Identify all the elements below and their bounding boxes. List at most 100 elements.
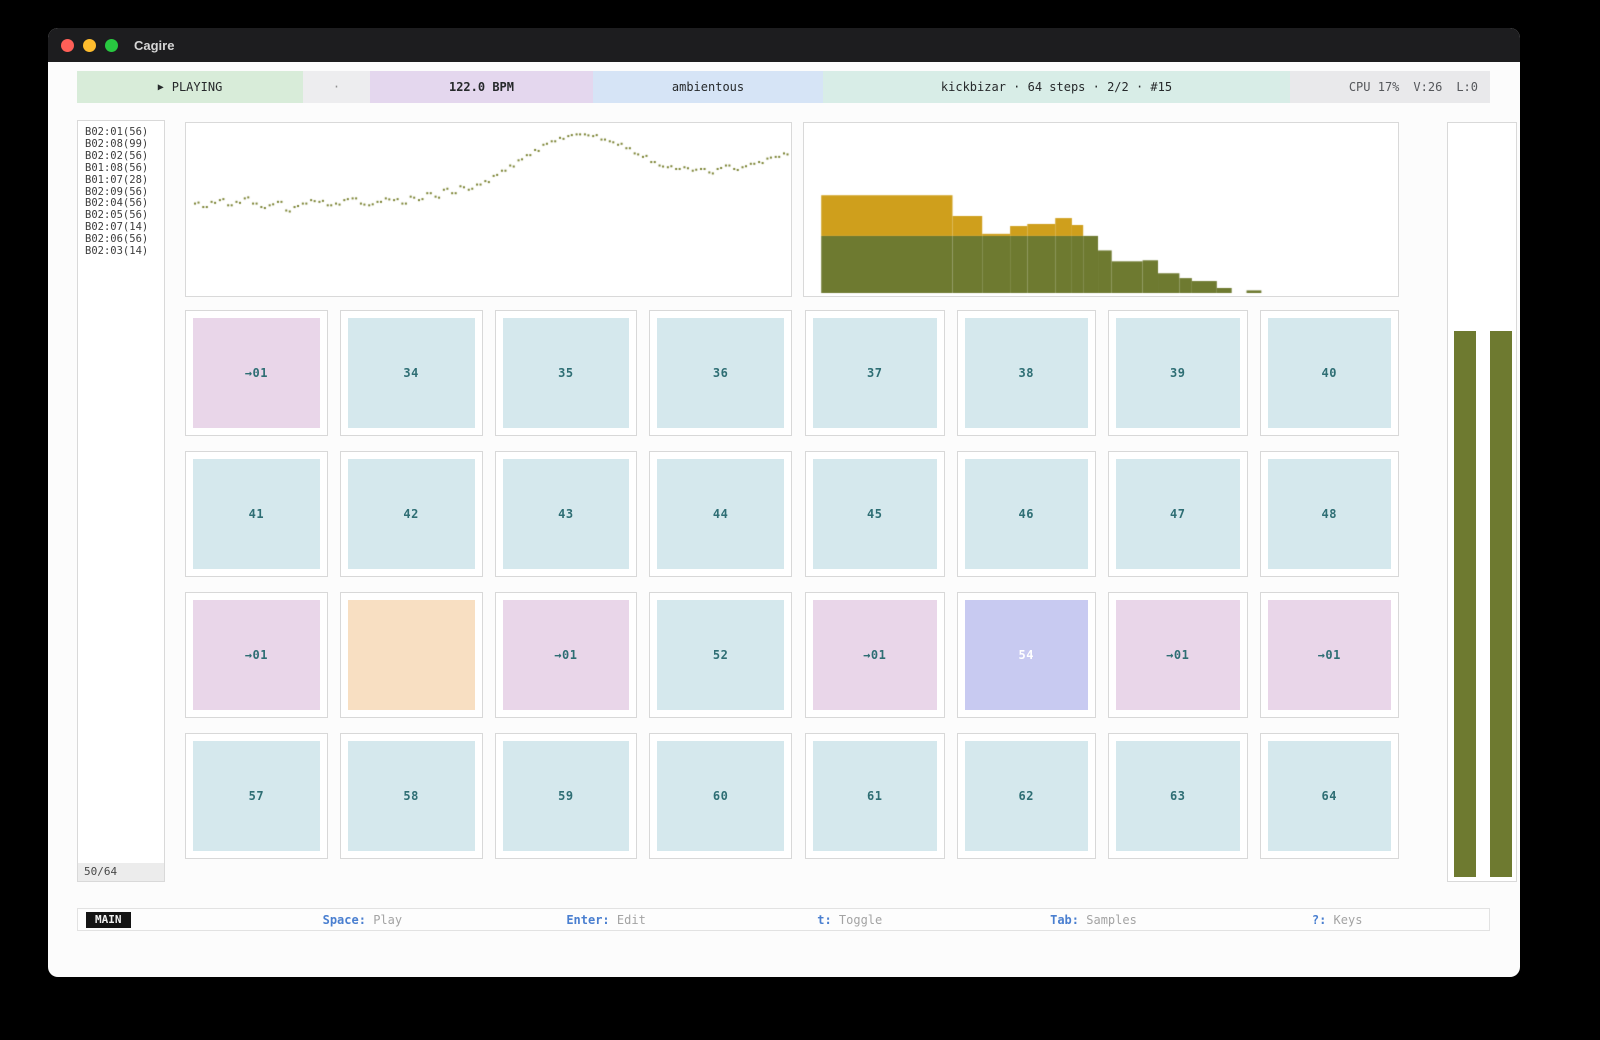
system-stats: CPU 17% V:26 L:0 — [1290, 71, 1490, 103]
grid-cell-label: 59 — [502, 741, 630, 851]
grid-cell-54[interactable]: 54 — [956, 592, 1096, 718]
grid-cell-label: →01 — [1116, 600, 1240, 710]
sample-item[interactable]: B02:07(14) — [85, 221, 149, 234]
play-icon: ▶ — [157, 81, 164, 93]
grid-cell-label: 63 — [1116, 741, 1240, 851]
grid-cell-41[interactable]: 41 — [185, 451, 328, 577]
grid-cell-62[interactable]: 62 — [956, 733, 1096, 859]
sample-list: B02:01(56) B02:08(99) B02:02(56) B01:08(56)… — [78, 121, 164, 258]
grid-cell-label: 61 — [813, 741, 937, 851]
app-window: Cagire ▶ PLAYING · 122.0 BPM ambientous … — [48, 28, 1520, 977]
grid-cell-34[interactable]: 34 — [339, 310, 483, 436]
grid-cell-label: 57 — [193, 741, 320, 851]
grid-cell-63[interactable]: 63 — [1108, 733, 1248, 859]
key-hint-keys: ?: Keys — [1311, 912, 1363, 927]
sample-item[interactable]: B02:01(56) — [85, 126, 149, 138]
grid-cell-label: 40 — [1267, 318, 1391, 428]
grid-cell-46[interactable]: 46 — [956, 451, 1096, 577]
transport-status[interactable]: ▶ PLAYING — [77, 71, 303, 103]
grid-cell-52[interactable]: 52 — [649, 592, 792, 718]
grid-cell-39[interactable]: 39 — [1108, 310, 1248, 436]
grid-cell-36[interactable]: 36 — [649, 310, 792, 436]
zoom-button[interactable] — [105, 38, 118, 52]
grid-cell-label: 45 — [813, 459, 937, 569]
grid-cell-50[interactable] — [339, 592, 483, 718]
histogram-panel — [803, 122, 1399, 297]
sample-item[interactable]: B02:02(56) — [85, 149, 149, 162]
topbar: ▶ PLAYING · 122.0 BPM ambientous kickbiz… — [77, 71, 1490, 103]
grid-cell-label: 54 — [964, 600, 1088, 710]
grid-cell-label: 46 — [964, 459, 1088, 569]
grid-cell-label: 34 — [347, 318, 475, 428]
step-counter: 50/64 — [78, 863, 164, 881]
grid-cell-47[interactable]: 47 — [1108, 451, 1248, 577]
grid-cell-59[interactable]: 59 — [494, 733, 638, 859]
close-button[interactable] — [61, 38, 74, 52]
grid-cell-label: 41 — [193, 459, 320, 569]
sample-item[interactable]: B02:05(56) — [85, 209, 149, 222]
meter-panel — [1447, 122, 1517, 882]
step-grid-left: →01 34 35 36 41 42 43 44 →01 →01 52 57 58 59 60 — [185, 310, 792, 859]
grid-cell-49[interactable]: →01 — [185, 592, 328, 718]
sample-item[interactable]: B01:08(56) — [85, 161, 149, 174]
sample-item[interactable]: B02:06(56) — [85, 233, 149, 246]
key-hint-samples: Tab: Samples — [1050, 912, 1137, 927]
step-grid-right: 37 38 39 40 45 46 47 48 →01 54 →01 →01 61 62 63 64 — [805, 310, 1399, 859]
grid-cell-44[interactable]: 44 — [649, 451, 792, 577]
grid-cell-label: →01 — [1267, 600, 1391, 710]
grid-cell-45[interactable]: 45 — [805, 451, 945, 577]
grid-cell-40[interactable]: 40 — [1259, 310, 1399, 436]
grid-cell-58[interactable]: 58 — [339, 733, 483, 859]
grid-cell-60[interactable]: 60 — [649, 733, 792, 859]
grid-cell-label — [347, 600, 475, 710]
level-meter-bar — [1454, 331, 1476, 877]
waveform-panel — [185, 122, 792, 297]
sample-item[interactable]: B02:08(99) — [85, 137, 149, 150]
grid-cell-label: 44 — [657, 459, 784, 569]
pattern-info[interactable]: kickbizar · 64 steps · 2/2 · #15 — [823, 71, 1290, 103]
sample-item[interactable]: B02:03(14) — [85, 245, 149, 258]
grid-cell-43[interactable]: 43 — [494, 451, 638, 577]
grid-cell-56[interactable]: →01 — [1259, 592, 1399, 718]
bpm-display[interactable]: 122.0 BPM — [370, 71, 593, 103]
grid-cell-51[interactable]: →01 — [494, 592, 638, 718]
cpu-stat: CPU 17% — [1348, 80, 1400, 94]
grid-cell-label: 42 — [347, 459, 475, 569]
grid-cell-label: →01 — [813, 600, 937, 710]
mode-badge: MAIN — [86, 911, 131, 928]
sample-item[interactable]: B02:09(56) — [85, 185, 149, 198]
key-hints: Space: Play Enter: Edit t: Toggle Tab: Samp… — [131, 913, 1490, 927]
grid-cell-label: 60 — [657, 741, 784, 851]
grid-cell-label: 58 — [347, 741, 475, 851]
grid-cell-38[interactable]: 38 — [956, 310, 1096, 436]
minimize-button[interactable] — [83, 38, 96, 52]
latency-stat: L:0 — [1456, 80, 1478, 94]
grid-cell-label: →01 — [193, 600, 320, 710]
grid-cell-42[interactable]: 42 — [339, 451, 483, 577]
grid-cell-label: 47 — [1116, 459, 1240, 569]
level-meter-bar — [1490, 331, 1512, 877]
grid-cell-label: 38 — [964, 318, 1088, 428]
grid-cell-33[interactable]: →01 — [185, 310, 328, 436]
grid-cell-53[interactable]: →01 — [805, 592, 945, 718]
grid-cell-35[interactable]: 35 — [494, 310, 638, 436]
key-hint-play: Space: Play — [322, 912, 403, 927]
window-title: Cagire — [134, 37, 175, 53]
grid-cell-label: 62 — [964, 741, 1088, 851]
grid-cell-37[interactable]: 37 — [805, 310, 945, 436]
grid-cell-label: 52 — [657, 600, 784, 710]
grid-cell-48[interactable]: 48 — [1259, 451, 1399, 577]
waveform-canvas — [186, 123, 791, 296]
grid-cell-57[interactable]: 57 — [185, 733, 328, 859]
sample-item[interactable]: B02:04(56) — [85, 197, 149, 210]
grid-cell-label: 43 — [502, 459, 630, 569]
sample-item[interactable]: B01:07(28) — [85, 173, 149, 186]
grid-cell-label: 39 — [1116, 318, 1240, 428]
scene-name[interactable]: ambientous — [593, 71, 823, 103]
grid-cell-61[interactable]: 61 — [805, 733, 945, 859]
titlebar: Cagire — [48, 28, 1520, 62]
voices-stat: V:26 — [1413, 80, 1443, 94]
grid-cell-label: 37 — [813, 318, 937, 428]
grid-cell-55[interactable]: →01 — [1108, 592, 1248, 718]
grid-cell-64[interactable]: 64 — [1259, 733, 1399, 859]
